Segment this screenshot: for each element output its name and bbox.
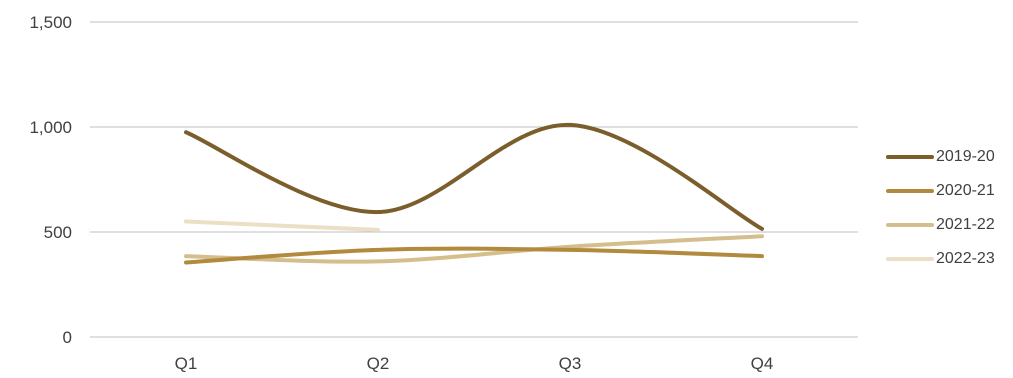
- x-tick-label-q3: Q3: [559, 354, 582, 373]
- legend-item-2021-22: 2021-22: [886, 208, 1006, 242]
- x-tick-label-q1: Q1: [175, 354, 198, 373]
- legend-label: 2020-21: [936, 182, 995, 199]
- legend-label: 2019-20: [936, 148, 995, 165]
- legend-swatch: [886, 223, 934, 227]
- series-line-2020-21: [184, 246, 764, 265]
- y-tick-label-500: 500: [44, 223, 72, 242]
- legend-label: 2022-23: [936, 250, 995, 267]
- chart-legend: 2019-20 2020-21 2021-22 2022-23: [886, 140, 1006, 276]
- legend-label: 2021-22: [936, 216, 995, 233]
- series-line-2022-23: [184, 219, 380, 232]
- legend-item-2020-21: 2020-21: [886, 174, 1006, 208]
- y-tick-label-0: 0: [63, 328, 72, 347]
- legend-swatch: [886, 155, 934, 159]
- y-tick-label-1000: 1,000: [29, 118, 72, 137]
- y-tick-label-1500: 1,500: [29, 13, 72, 32]
- legend-item-2022-23: 2022-23: [886, 242, 1006, 276]
- legend-swatch: [886, 257, 934, 261]
- x-tick-label-q4: Q4: [751, 354, 774, 373]
- series-line-2021-22: [184, 234, 764, 264]
- legend-item-2019-20: 2019-20: [886, 140, 1006, 174]
- series-line-2019-20: [184, 122, 764, 231]
- legend-swatch: [886, 189, 934, 193]
- x-tick-label-q2: Q2: [367, 354, 390, 373]
